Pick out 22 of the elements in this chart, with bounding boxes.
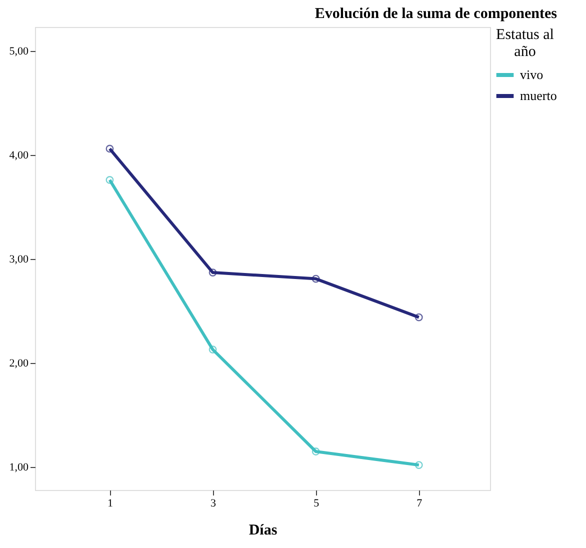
- point: [208, 346, 217, 354]
- x-tick-label: 5: [314, 498, 320, 510]
- legend-title: Estatus al año: [496, 27, 554, 60]
- legend-label: vivo: [520, 67, 544, 82]
- y-tick-label: 4,00: [9, 149, 29, 162]
- point: [414, 313, 423, 322]
- y-tick-label: 2,00: [9, 358, 29, 370]
- x-axis-title: Días: [248, 522, 278, 538]
- point: [106, 144, 114, 153]
- point: [208, 268, 217, 276]
- x-tick-label: 3: [210, 498, 217, 510]
- y-tick-label: 3,00: [9, 254, 29, 266]
- x-tick-label: 7: [416, 498, 423, 510]
- chart-title: Evolución de la suma de componentes: [314, 6, 558, 22]
- legend-label: muerto: [520, 88, 557, 103]
- y-tick-label: 5,00: [9, 45, 29, 58]
- point: [312, 448, 320, 456]
- point: [312, 274, 320, 283]
- x-tick-label: 1: [107, 498, 113, 510]
- y-tick-label: 1,00: [9, 462, 29, 474]
- point: [414, 461, 423, 469]
- point: [106, 176, 114, 184]
